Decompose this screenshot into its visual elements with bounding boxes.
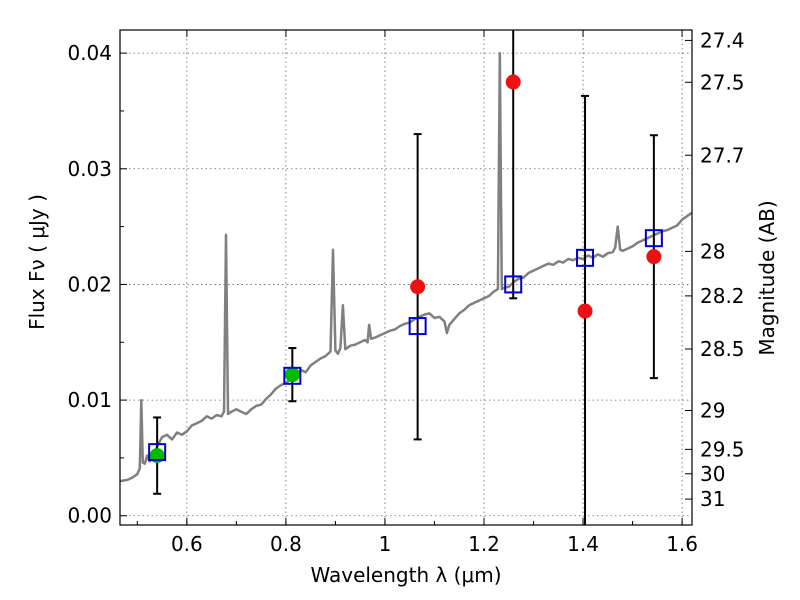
y-tick-label: 0.01 [67, 388, 112, 412]
y2-tick-label: 28 [700, 239, 725, 263]
model-photometry-point [283, 366, 302, 385]
x-tick-label: 1 [379, 532, 392, 556]
y2-tick-label: 30 [700, 462, 725, 486]
ticks: 0.6 0.8 1 1.2 1.4 1.6 0.00 0.01 0.02 0.03 0.04 27.4… [67, 28, 744, 556]
x-tick-label: 1.2 [468, 532, 500, 556]
observed-point [284, 367, 300, 383]
model-spectrum-line [120, 51, 692, 483]
y-tick-label: 0.04 [67, 41, 112, 65]
x-tick-label: 1.6 [666, 532, 698, 556]
x-tick-label: 0.6 [171, 532, 203, 556]
y2-axis-label: Magnitude (AB) [755, 200, 779, 355]
y2-tick-label: 27.5 [700, 70, 745, 94]
model-photometry-point [644, 229, 663, 248]
observed-point [646, 249, 662, 265]
model-photometry-point [576, 248, 595, 267]
observed-point [505, 74, 521, 90]
y2-tick-label: 31 [700, 487, 725, 511]
y2-tick-label: 27.7 [700, 143, 745, 167]
y2-tick-label: 29 [700, 399, 725, 423]
model-photometry-layer [148, 229, 663, 462]
y2-tick-label: 27.4 [700, 28, 745, 52]
y2-tick-label: 29.5 [700, 437, 745, 461]
model-photometry-point [504, 275, 523, 294]
y-axis-label: Flux Fν ( μJy ) [25, 194, 49, 330]
y2-tick-label: 28.5 [700, 337, 745, 361]
model-spectrum-layer [120, 51, 692, 483]
plot-frame [119, 29, 693, 526]
grid [120, 30, 692, 525]
y-tick-label: 0.02 [67, 272, 112, 296]
x-axis-label: Wavelength λ (μm) [310, 563, 501, 587]
x-tick-label: 1.4 [567, 532, 599, 556]
model-photometry-point [408, 317, 427, 336]
x-tick-label: 0.8 [270, 532, 302, 556]
model-photometry-point [148, 443, 167, 462]
observed-point [410, 279, 426, 295]
errorbar-layer [153, 30, 658, 525]
y-tick-label: 0.00 [67, 504, 112, 528]
observed-point [577, 303, 593, 319]
y-tick-label: 0.03 [67, 157, 112, 181]
y2-tick-label: 28.2 [700, 284, 745, 308]
